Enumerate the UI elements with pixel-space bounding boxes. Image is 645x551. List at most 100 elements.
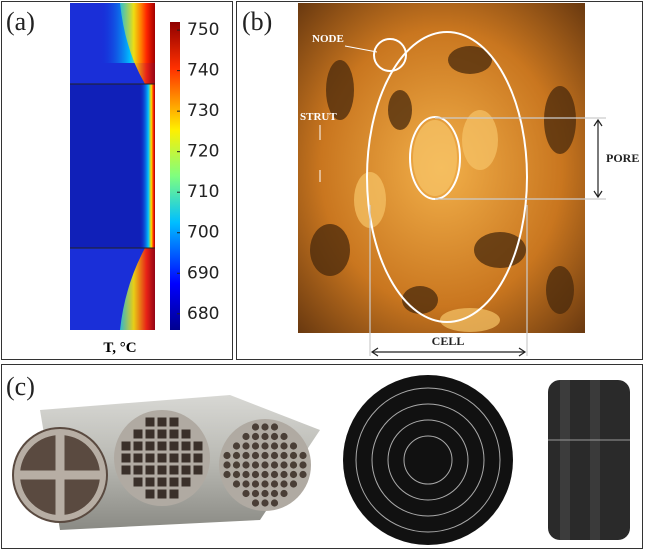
channel xyxy=(181,453,191,463)
channel xyxy=(145,465,155,475)
channel xyxy=(181,429,191,439)
channel xyxy=(251,423,260,431)
channel xyxy=(261,423,269,431)
channel xyxy=(121,441,131,451)
panel-label: (a) xyxy=(6,7,35,36)
channel xyxy=(280,489,288,498)
tick-label: 750 xyxy=(187,20,219,40)
monolith-tubes xyxy=(12,395,320,530)
tick-label: 680 xyxy=(187,304,219,324)
channel xyxy=(251,451,260,460)
channel xyxy=(270,451,279,460)
channel xyxy=(145,441,155,451)
channel xyxy=(121,453,131,463)
channel xyxy=(232,480,241,488)
channel xyxy=(181,441,191,451)
annotation: NODE xyxy=(312,33,344,45)
channel xyxy=(280,442,288,450)
channel xyxy=(145,477,155,487)
channel xyxy=(193,453,203,463)
channel xyxy=(251,442,260,450)
panel-frame xyxy=(236,1,643,360)
channel xyxy=(169,465,179,475)
foam-photo xyxy=(298,3,585,333)
channel xyxy=(193,465,203,475)
channel xyxy=(223,451,231,460)
channel xyxy=(232,451,241,460)
channel xyxy=(169,489,179,499)
channel xyxy=(133,477,143,487)
panel-label: (c) xyxy=(6,372,35,401)
annotation: PORE xyxy=(606,151,639,165)
temperature-field xyxy=(70,3,155,330)
channel xyxy=(157,441,167,451)
channel xyxy=(242,442,250,450)
channel xyxy=(280,470,288,479)
annotation: CELL xyxy=(432,334,465,348)
channel xyxy=(169,441,179,451)
tick-label: 720 xyxy=(187,142,219,162)
channel xyxy=(280,451,288,460)
channel xyxy=(133,465,143,475)
panel-frame xyxy=(1,1,233,360)
channel xyxy=(133,441,143,451)
channel xyxy=(299,451,307,460)
channel xyxy=(169,417,179,427)
channel xyxy=(270,489,279,498)
channel xyxy=(270,432,279,441)
channel xyxy=(157,489,167,499)
channel xyxy=(157,477,167,487)
channel xyxy=(145,453,155,463)
annotation: STRUT xyxy=(300,111,337,123)
channel xyxy=(261,442,269,450)
channel xyxy=(289,461,298,469)
channel xyxy=(251,499,260,507)
channel xyxy=(121,465,131,475)
channel xyxy=(270,480,279,488)
channel xyxy=(169,477,179,487)
channel xyxy=(242,461,250,469)
tick-label: 690 xyxy=(187,263,219,283)
channel xyxy=(193,441,203,451)
channel xyxy=(223,470,231,479)
channel xyxy=(242,451,250,460)
channel xyxy=(280,461,288,469)
channel xyxy=(299,461,307,469)
channel xyxy=(270,470,279,479)
channel xyxy=(232,470,241,479)
panel-frame xyxy=(1,364,643,549)
channel xyxy=(145,417,155,427)
channel xyxy=(270,461,279,469)
channel xyxy=(261,461,269,469)
channel xyxy=(270,442,279,450)
channel xyxy=(270,499,279,507)
channel xyxy=(181,465,191,475)
channel xyxy=(261,451,269,460)
channel xyxy=(261,470,269,479)
channel xyxy=(251,461,260,469)
channel xyxy=(223,461,231,469)
channel xyxy=(157,453,167,463)
channel xyxy=(232,442,241,450)
colorbar xyxy=(170,22,180,330)
channel xyxy=(251,480,260,488)
channel xyxy=(157,429,167,439)
channel xyxy=(261,480,269,488)
channel xyxy=(169,453,179,463)
dimension-lines xyxy=(369,117,606,357)
foil-monolith xyxy=(343,375,513,545)
channel xyxy=(251,470,260,479)
tick-label: 740 xyxy=(187,61,219,81)
channel xyxy=(270,423,279,431)
channel xyxy=(169,429,179,439)
tick-label: 710 xyxy=(187,182,219,202)
channel xyxy=(133,429,143,439)
channel xyxy=(145,489,155,499)
channel xyxy=(251,432,260,441)
channel xyxy=(289,480,298,488)
channel xyxy=(242,489,250,498)
channel xyxy=(242,432,250,441)
colorbar-title: T, °C xyxy=(103,340,136,356)
colorbar-ticks: 680 690 700 710 720 730 740 750 xyxy=(177,20,219,324)
tick-label: 730 xyxy=(187,101,219,121)
